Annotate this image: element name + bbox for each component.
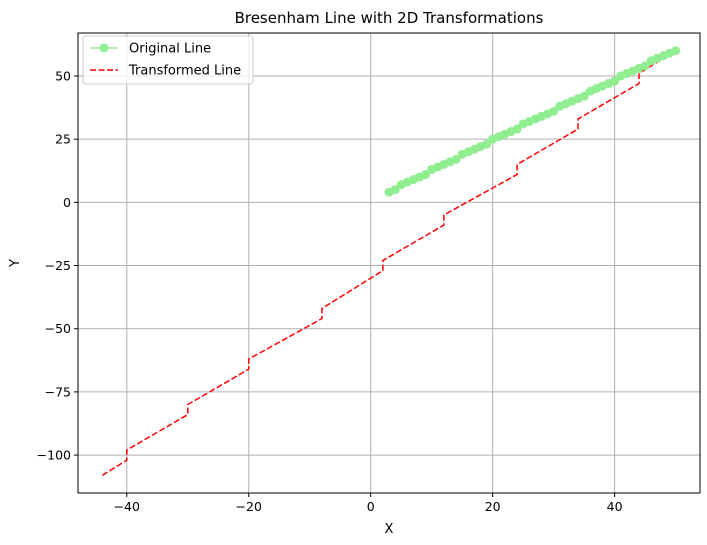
y-tick-label: −100 bbox=[37, 448, 71, 463]
x-axis-label: X bbox=[385, 522, 394, 537]
legend-marker-original-line bbox=[99, 43, 109, 53]
series-line-transformed-line bbox=[101, 50, 677, 476]
legend-label-original-line: Original Line bbox=[129, 42, 211, 57]
plot-series bbox=[101, 46, 681, 476]
data-point-original-line bbox=[512, 124, 522, 134]
data-point-original-line bbox=[640, 61, 650, 71]
y-tick-label: 0 bbox=[63, 195, 71, 210]
data-point-original-line bbox=[421, 170, 431, 180]
data-point-original-line bbox=[482, 139, 492, 149]
data-point-original-line bbox=[610, 76, 620, 86]
y-tick-label: −50 bbox=[45, 321, 71, 336]
data-point-original-line bbox=[549, 106, 559, 116]
data-point-original-line bbox=[451, 154, 461, 164]
grid bbox=[78, 33, 700, 493]
legend: Original Line Transformed Line bbox=[82, 35, 254, 85]
y-tick-label: 25 bbox=[55, 132, 71, 147]
legend-box bbox=[82, 35, 254, 85]
y-tick-label: −75 bbox=[45, 384, 71, 399]
data-point-original-line bbox=[579, 91, 589, 101]
data-point-original-line bbox=[390, 185, 400, 195]
y-axis-ticks: −100 −75 −50 −25 0 25 50 bbox=[37, 68, 78, 463]
data-point-original-line bbox=[671, 46, 681, 56]
y-tick-label: −25 bbox=[45, 258, 71, 273]
x-tick-label: 0 bbox=[367, 499, 375, 514]
chart-title: Bresenham Line with 2D Transformations bbox=[235, 9, 544, 27]
y-axis-label: Y bbox=[8, 259, 23, 268]
x-tick-label: 20 bbox=[485, 499, 501, 514]
x-tick-label: 40 bbox=[607, 499, 623, 514]
x-tick-label: −20 bbox=[236, 499, 262, 514]
x-tick-label: −40 bbox=[114, 499, 140, 514]
y-tick-label: 50 bbox=[55, 68, 71, 83]
plot-frame bbox=[77, 32, 701, 494]
x-axis-ticks: −40 −20 0 20 40 bbox=[114, 493, 623, 514]
legend-label-transformed-line: Transformed Line bbox=[128, 64, 241, 79]
